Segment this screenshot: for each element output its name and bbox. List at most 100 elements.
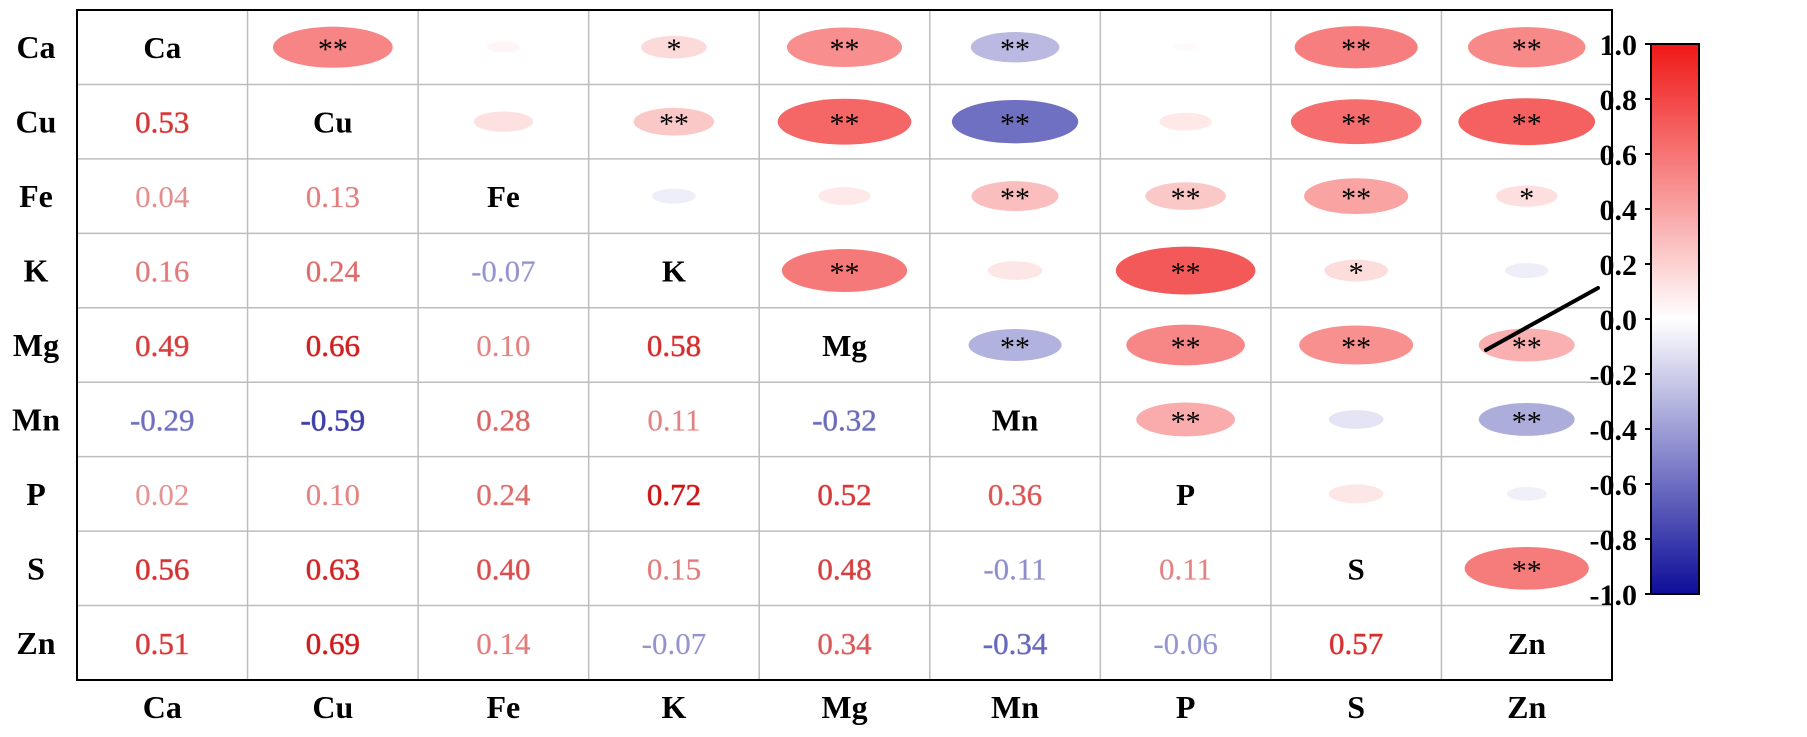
colorbar-tick-label: 0.8 [1600, 84, 1638, 117]
correlation-ellipse [486, 41, 520, 53]
correlation-ellipse [1173, 43, 1198, 52]
x-tick-label: Cu [312, 689, 353, 725]
colorbar-tick-label: 0.6 [1600, 139, 1638, 172]
colorbar: 1.0 0.8 0.6 0.4 0.2 0.0 -0.2 -0.4 -0.6 -0.8 -1.0 [1590, 29, 1700, 612]
significance-mark: ** [830, 33, 860, 66]
significance-mark: ** [1171, 182, 1201, 215]
correlation-value: 0.24 [476, 477, 531, 512]
diagonal-label: Mn [992, 402, 1039, 437]
correlation-value: 0.16 [135, 254, 189, 289]
correlation-value: 0.24 [306, 254, 361, 289]
x-tick-label: Fe [487, 689, 521, 725]
significance-mark: ** [1512, 33, 1542, 66]
correlation-value: 0.49 [135, 328, 189, 363]
correlation-value: 0.10 [476, 328, 530, 363]
correlation-value: 0.51 [135, 626, 189, 661]
y-tick-label: K [24, 253, 49, 289]
correlation-ellipse [1467, 27, 1586, 68]
diagonal-label: Mg [822, 328, 867, 363]
significance-mark: ** [1171, 257, 1201, 290]
correlation-value: 0.40 [476, 551, 530, 586]
correlation-ellipse [1290, 99, 1422, 145]
significance-mark: ** [830, 108, 860, 141]
correlation-ellipse [786, 27, 903, 67]
diagonal-label: S [1348, 551, 1365, 586]
significance-mark: ** [1341, 108, 1371, 141]
correlation-value: 0.04 [135, 179, 190, 214]
correlation-ellipse [971, 181, 1059, 212]
colorbar-tick-label: -0.4 [1590, 414, 1638, 447]
significance-mark: ** [1000, 108, 1030, 141]
x-tick-label: S [1347, 689, 1365, 725]
correlation-ellipse [1464, 547, 1589, 590]
correlation-value: 0.72 [647, 477, 701, 512]
correlation-ellipse [272, 26, 393, 68]
colorbar-tick-label: 0.2 [1600, 249, 1638, 282]
correlation-ellipse [1478, 328, 1575, 362]
correlation-ellipse [777, 98, 912, 145]
correlation-ellipse [968, 329, 1062, 361]
colorbar-gradient [1650, 43, 1700, 595]
correlation-ellipse [1145, 182, 1226, 210]
correlation-ellipse [1478, 402, 1575, 436]
x-tick-label: P [1176, 689, 1196, 725]
diagonal-label: K [662, 254, 686, 289]
colorbar-tick-label: 0.4 [1600, 194, 1638, 227]
matrix-grid [76, 9, 1613, 681]
correlation-value: 0.02 [135, 477, 189, 512]
correlation-ellipse [781, 249, 908, 293]
correlation-ellipse [951, 99, 1079, 144]
colorbar-tick-label: 1.0 [1600, 29, 1638, 62]
diagonal-label: Fe [487, 179, 520, 214]
significance-mark: ** [1171, 405, 1201, 438]
correlation-value: -0.07 [471, 254, 536, 289]
correlation-ellipse [633, 107, 715, 136]
x-tick-label: Zn [1507, 689, 1546, 725]
significance-mark: ** [1341, 182, 1371, 215]
significance-mark: ** [1000, 331, 1030, 364]
correlation-value: 0.28 [476, 402, 530, 437]
correlation-ellipse [1299, 325, 1414, 365]
colorbar-tick-label: -0.8 [1590, 524, 1638, 557]
y-tick-label: P [26, 476, 46, 512]
significance-mark: ** [1512, 554, 1542, 587]
diagonal-label: Ca [143, 30, 181, 65]
correlation-ellipse [652, 188, 696, 204]
x-tick-label: K [661, 689, 686, 725]
correlation-ellipse [1126, 324, 1245, 366]
colorbar-tick-label: -1.0 [1590, 579, 1638, 612]
correlation-ellipse [1458, 98, 1596, 146]
correlation-value: 0.14 [476, 626, 531, 661]
colorbar-tick-label: -0.2 [1590, 359, 1638, 392]
correlation-ellipse [1328, 410, 1384, 429]
y-tick-label: Fe [19, 178, 53, 214]
correlation-ellipse [818, 187, 871, 206]
correlation-value: 0.66 [306, 328, 360, 363]
significance-mark: ** [830, 257, 860, 290]
significance-mark: ** [1341, 33, 1371, 66]
y-tick-label: Mn [12, 401, 60, 437]
correlation-ellipse [1506, 486, 1547, 501]
colorbar-tick-label: 0.0 [1600, 304, 1638, 337]
correlation-value: -0.29 [130, 402, 195, 437]
correlation-ellipse [1495, 185, 1558, 207]
correlation-value: 0.52 [817, 477, 871, 512]
matrix-cells: Ca ** * ** ** ** **0.53 Cu ** ** ** ** **0.04 0.13 Fe *… [130, 26, 1596, 661]
correlation-value: 0.10 [306, 477, 360, 512]
correlation-value: -0.06 [1153, 626, 1218, 661]
y-tick-label: Cu [16, 104, 57, 140]
correlation-value: -0.34 [983, 626, 1048, 661]
correlation-value: 0.58 [647, 328, 701, 363]
correlation-ellipse [1136, 402, 1235, 437]
correlation-ellipse [1294, 26, 1418, 69]
significance-mark: * [666, 33, 681, 66]
significance-mark: ** [1512, 331, 1542, 364]
correlation-value: -0.32 [812, 402, 877, 437]
y-tick-label: S [27, 550, 45, 586]
correlation-ellipse [970, 32, 1060, 63]
correlation-value: -0.07 [642, 626, 707, 661]
y-tick-label: Mg [13, 327, 59, 363]
significance-mark: ** [1512, 108, 1542, 141]
correlation-value: 0.11 [1159, 551, 1212, 586]
significance-mark: ** [1512, 405, 1542, 438]
